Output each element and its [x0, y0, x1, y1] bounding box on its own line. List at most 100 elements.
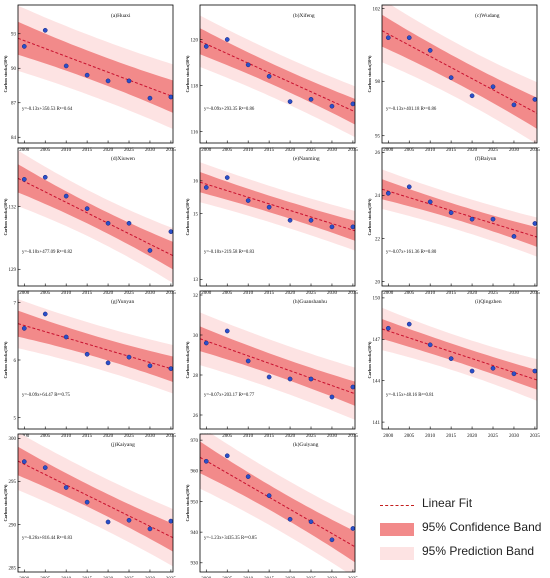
panel-title: (j)Kaiyang	[111, 441, 135, 448]
y-axis-label: Carbon stocks(10⁴t)	[3, 198, 8, 236]
data-point	[490, 84, 496, 90]
data-point	[350, 101, 355, 107]
x-tick-label: 2030	[145, 148, 156, 153]
data-point	[105, 519, 111, 525]
data-point	[21, 326, 27, 331]
plot-frame	[17, 433, 174, 573]
x-tick-label: 2010	[243, 291, 254, 296]
legend: Linear Fit 95% Confidence Band 95% Predi…	[380, 495, 548, 575]
y-tick-label: 30	[193, 334, 199, 339]
panel-title: (k)Guiyang	[293, 441, 319, 448]
x-tick-label: 2010	[425, 434, 436, 439]
data-point	[448, 356, 454, 361]
x-tick-label: 2025	[306, 434, 317, 439]
data-point	[448, 210, 454, 216]
plot-frame	[17, 4, 174, 144]
data-point	[21, 459, 27, 464]
y-axis-label: Carbon stocks(10⁴t)	[185, 55, 190, 93]
data-point	[84, 72, 90, 78]
data-point	[329, 394, 335, 400]
chart-panel-11: 2000200520102015202020252030203593094095…	[185, 433, 358, 578]
x-tick-label: 2030	[327, 434, 338, 439]
data-point	[329, 537, 335, 543]
data-point	[224, 453, 230, 459]
fit-line	[18, 323, 173, 370]
data-point	[224, 37, 230, 42]
data-point	[287, 516, 293, 522]
x-tick-label: 2010	[243, 434, 254, 439]
x-tick-label: 2005	[222, 434, 233, 439]
chart-panel-9: 2000 2005 2010 2015 2020 2025 2030 2035 141 144 14…	[367, 290, 540, 439]
data-point	[63, 485, 69, 490]
y-tick-label: 118	[191, 84, 199, 89]
x-tick-label: 2035	[166, 291, 177, 296]
x-tick-label: 2025	[124, 291, 135, 296]
data-point	[287, 99, 293, 104]
y-tick-label: 116	[191, 130, 199, 135]
fit-line	[200, 40, 355, 113]
data-point	[532, 97, 537, 102]
y-tick-label: 24	[375, 194, 381, 199]
chart-panel-3: 2000 2005 2010 2015 2020 2025 2030 2035 95 98 102 C…	[367, 4, 540, 153]
data-point	[84, 499, 90, 505]
data-point	[350, 224, 355, 230]
data-point	[168, 518, 173, 524]
data-point	[21, 44, 27, 49]
y-tick-label: 129	[9, 268, 17, 273]
plot-area	[18, 5, 173, 129]
y-tick-label: 102	[373, 7, 381, 12]
x-tick-label: 2010	[61, 434, 72, 439]
x-tick-label: 2035	[530, 291, 541, 296]
x-tick-label: 2030	[509, 148, 520, 153]
data-point	[245, 358, 251, 364]
x-tick-label: 2020	[467, 291, 478, 296]
regression-equation: y=-1.23x+3435.35 R²=0.85	[204, 535, 257, 541]
plot-frame	[199, 433, 356, 573]
legend-fit-swatch	[380, 505, 414, 506]
fit-line	[382, 30, 537, 114]
x-tick-label: 2020	[103, 148, 114, 153]
x-tick-label: 2015	[446, 434, 457, 439]
plot-area	[382, 307, 537, 401]
fit-line	[200, 456, 355, 548]
data-point	[511, 102, 517, 108]
regression-equation: y=-0.13x+401.18 R²=0.86	[386, 106, 437, 112]
x-tick-label: 2030	[327, 291, 338, 296]
data-point	[168, 94, 173, 100]
data-point	[287, 217, 293, 223]
data-point	[532, 368, 537, 374]
plot-area	[382, 169, 537, 257]
x-tick-label: 2020	[285, 291, 296, 296]
x-tick-label: 2000	[383, 291, 394, 296]
data-point	[63, 193, 69, 199]
data-point	[266, 493, 272, 498]
plot-frame	[199, 290, 356, 430]
chart-panel-10: 2000200520102015202020252030203528529029…	[3, 433, 176, 578]
data-point	[427, 199, 433, 205]
y-tick-label: 300	[9, 437, 17, 442]
y-tick-label: 120	[191, 38, 199, 43]
y-tick-label: 7	[14, 301, 17, 306]
plot-frame	[199, 147, 356, 287]
data-point	[266, 374, 272, 380]
data-point	[84, 206, 90, 211]
data-point	[168, 229, 173, 234]
x-tick-label: 2025	[488, 291, 499, 296]
data-point	[21, 177, 27, 182]
data-point	[385, 325, 391, 331]
y-tick-label: 22	[375, 237, 381, 242]
y-tick-label: 5	[14, 416, 17, 421]
x-tick-label: 2005	[404, 434, 415, 439]
regression-equation: y=-0.07x+203.17 R²=0.77	[204, 392, 255, 398]
y-tick-label: 150	[373, 297, 381, 302]
data-point	[147, 526, 153, 532]
data-point	[287, 376, 293, 382]
y-tick-label: 26	[375, 151, 381, 156]
y-axis-label: Carbon stocks(10⁴t)	[185, 484, 190, 522]
y-tick-label: 290	[9, 523, 17, 528]
plot-area	[18, 299, 173, 394]
x-tick-label: 2030	[145, 291, 156, 296]
chart-panel-2: 2000 2005 2010 2015 2020 2025 2030 2035 116 118 12…	[185, 4, 358, 153]
regression-equation: y=-0.07x+161.36 R²=0.80	[386, 249, 437, 255]
